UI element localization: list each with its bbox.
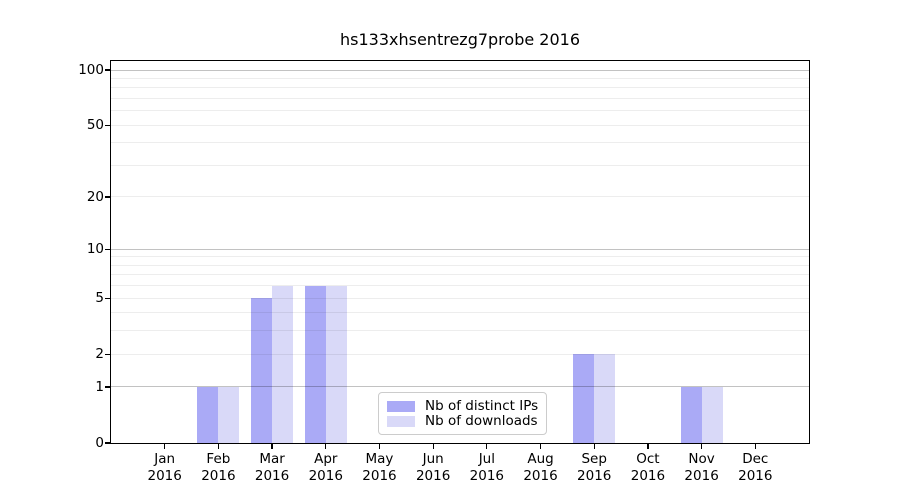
x-tick [378, 443, 381, 449]
x-tick-year: 2016 [362, 468, 397, 484]
y-tick-label: 50 [86, 117, 104, 134]
y-tick-label: 2 [95, 346, 104, 363]
x-tick [647, 443, 649, 449]
y-tick [105, 442, 111, 444]
plot-area: Nb of distinct IPs Nb of downloads [111, 61, 809, 443]
legend-label-downloads: Nb of downloads [425, 413, 538, 429]
bar-downloads-mar [272, 285, 294, 443]
bar-downloads-apr [325, 285, 347, 443]
x-tick-label: Nov 2016 [662, 451, 742, 485]
y-tick [105, 196, 111, 198]
x-tick [432, 443, 434, 449]
y-tick-label: 10 [86, 241, 104, 258]
bar-distinct-ips-sep [573, 354, 595, 443]
x-tick [271, 443, 273, 449]
x-tick-month: Dec [742, 451, 769, 467]
x-tick-label: Jun 2016 [393, 451, 473, 485]
x-tick-label: Mar 2016 [232, 451, 312, 485]
legend-item-distinct-ips: Nb of distinct IPs [387, 399, 538, 413]
x-tick-label: Oct 2016 [608, 451, 688, 485]
legend-swatch-downloads [387, 415, 415, 427]
x-tick-month: Oct [636, 451, 660, 467]
x-tick-month: May [365, 451, 394, 467]
x-tick-year: 2016 [523, 468, 558, 484]
y-tick-label: 5 [95, 290, 104, 307]
x-tick-month: Aug [527, 451, 554, 467]
x-tick-month: Jan [154, 451, 176, 467]
x-tick-year: 2016 [308, 468, 343, 484]
bar-distinct-ips-nov [680, 386, 702, 443]
legend-item-downloads: Nb of downloads [387, 414, 538, 428]
x-tick-year: 2016 [201, 468, 236, 484]
y-tick-label: 1 [95, 378, 104, 395]
chart-title: hs133xhsentrezg7probe 2016 [340, 30, 580, 49]
bar-distinct-ips-apr [304, 285, 326, 443]
x-tick-month: Sep [581, 451, 607, 467]
legend: Nb of distinct IPs Nb of downloads [378, 392, 547, 435]
legend-label-distinct-ips: Nb of distinct IPs [425, 398, 539, 414]
bar-downloads-sep [594, 354, 616, 443]
x-tick-label: Aug 2016 [501, 451, 581, 485]
x-tick-label: Sep 2016 [554, 451, 634, 485]
x-tick-label: Jul 2016 [447, 451, 527, 485]
y-tick-label: 0 [95, 435, 104, 451]
y-tick-label: 100 [78, 62, 104, 79]
y-tick [105, 124, 111, 126]
x-tick-month: Apr [314, 451, 338, 467]
bar-downloads-nov [701, 386, 723, 443]
x-tick [217, 443, 220, 449]
x-tick-year: 2016 [684, 468, 719, 484]
bar-distinct-ips-mar [251, 298, 273, 443]
x-tick-month: Mar [259, 451, 285, 467]
x-tick-year: 2016 [577, 468, 612, 484]
x-tick [486, 443, 488, 449]
x-tick [164, 443, 166, 449]
x-tick-month: Jul [478, 451, 495, 467]
bar-downloads-feb [218, 386, 240, 443]
legend-swatch-distinct-ips [387, 400, 415, 412]
y-tick [105, 297, 111, 299]
bars-layer [111, 61, 809, 443]
y-tick [105, 248, 111, 250]
x-tick-year: 2016 [415, 468, 451, 484]
x-tick-year: 2016 [254, 468, 290, 484]
x-tick-month: Jun [422, 451, 444, 467]
x-tick-label: May 2016 [339, 451, 419, 485]
bar-distinct-ips-feb [197, 386, 219, 443]
y-tick [105, 69, 111, 71]
x-tick [700, 443, 703, 449]
x-tick-label: Jan 2016 [125, 451, 205, 485]
x-tick-month: Feb [206, 451, 231, 467]
x-tick-label: Dec 2016 [715, 451, 795, 485]
x-tick [325, 443, 327, 449]
x-tick-year: 2016 [469, 468, 505, 484]
x-tick-year: 2016 [630, 468, 666, 484]
x-tick-month: Nov [688, 451, 715, 467]
x-tick-label: Feb 2016 [178, 451, 258, 485]
x-tick-year: 2016 [147, 468, 182, 484]
x-tick [593, 443, 595, 449]
x-tick-year: 2016 [738, 468, 773, 484]
x-tick [754, 443, 756, 449]
y-tick-label: 20 [86, 188, 104, 205]
x-tick [539, 443, 542, 449]
x-tick-label: Apr 2016 [286, 451, 366, 485]
y-tick [105, 386, 111, 388]
y-tick [105, 353, 111, 355]
